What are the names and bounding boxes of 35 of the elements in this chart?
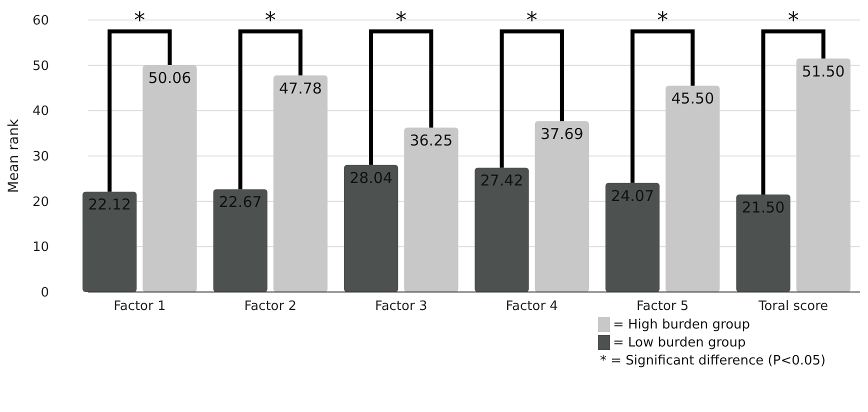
y-tick-label: 20 xyxy=(32,194,49,210)
x-tick-label: Toral score xyxy=(757,299,828,314)
y-tick-label: 10 xyxy=(32,240,49,256)
data-label: 36.25 xyxy=(410,132,453,150)
data-label: 51.50 xyxy=(802,62,845,81)
data-label: 22.12 xyxy=(88,196,132,214)
y-tick-label: 0 xyxy=(40,286,49,301)
y-tick-label: 40 xyxy=(32,104,49,120)
data-label: 28.04 xyxy=(350,168,393,187)
data-label: 22.67 xyxy=(218,193,262,212)
x-tick-label: Factor 4 xyxy=(506,299,558,314)
x-tick-label: Factor 2 xyxy=(244,299,297,314)
legend-label: = High burden group xyxy=(613,318,750,333)
data-label: 50.06 xyxy=(148,69,192,88)
data-label: 27.42 xyxy=(480,172,524,190)
y-tick-label: 60 xyxy=(32,14,49,29)
text: * = Significant difference (P<0.05) xyxy=(600,354,826,369)
y-axis-title: Mean rank xyxy=(6,118,22,193)
y-tick-label: 30 xyxy=(32,150,49,165)
annotation: * xyxy=(396,8,407,34)
annotation: * xyxy=(526,8,538,34)
annotation: * xyxy=(264,8,276,34)
data-label: 37.69 xyxy=(540,125,584,144)
data-label: 47.78 xyxy=(278,79,322,98)
data-label: 45.50 xyxy=(671,90,714,108)
x-tick-label: Factor 1 xyxy=(114,299,166,314)
data-label: 21.50 xyxy=(742,198,785,217)
legend-label: = Low burden group xyxy=(613,336,746,351)
annotation: * xyxy=(134,8,146,34)
x-tick-label: Factor 3 xyxy=(375,299,428,314)
annotation: * xyxy=(657,8,668,34)
data-label: 24.07 xyxy=(611,186,654,205)
x-tick-label: Factor 5 xyxy=(636,299,689,314)
annotation: * xyxy=(788,8,799,34)
y-tick-label: 50 xyxy=(32,58,49,74)
